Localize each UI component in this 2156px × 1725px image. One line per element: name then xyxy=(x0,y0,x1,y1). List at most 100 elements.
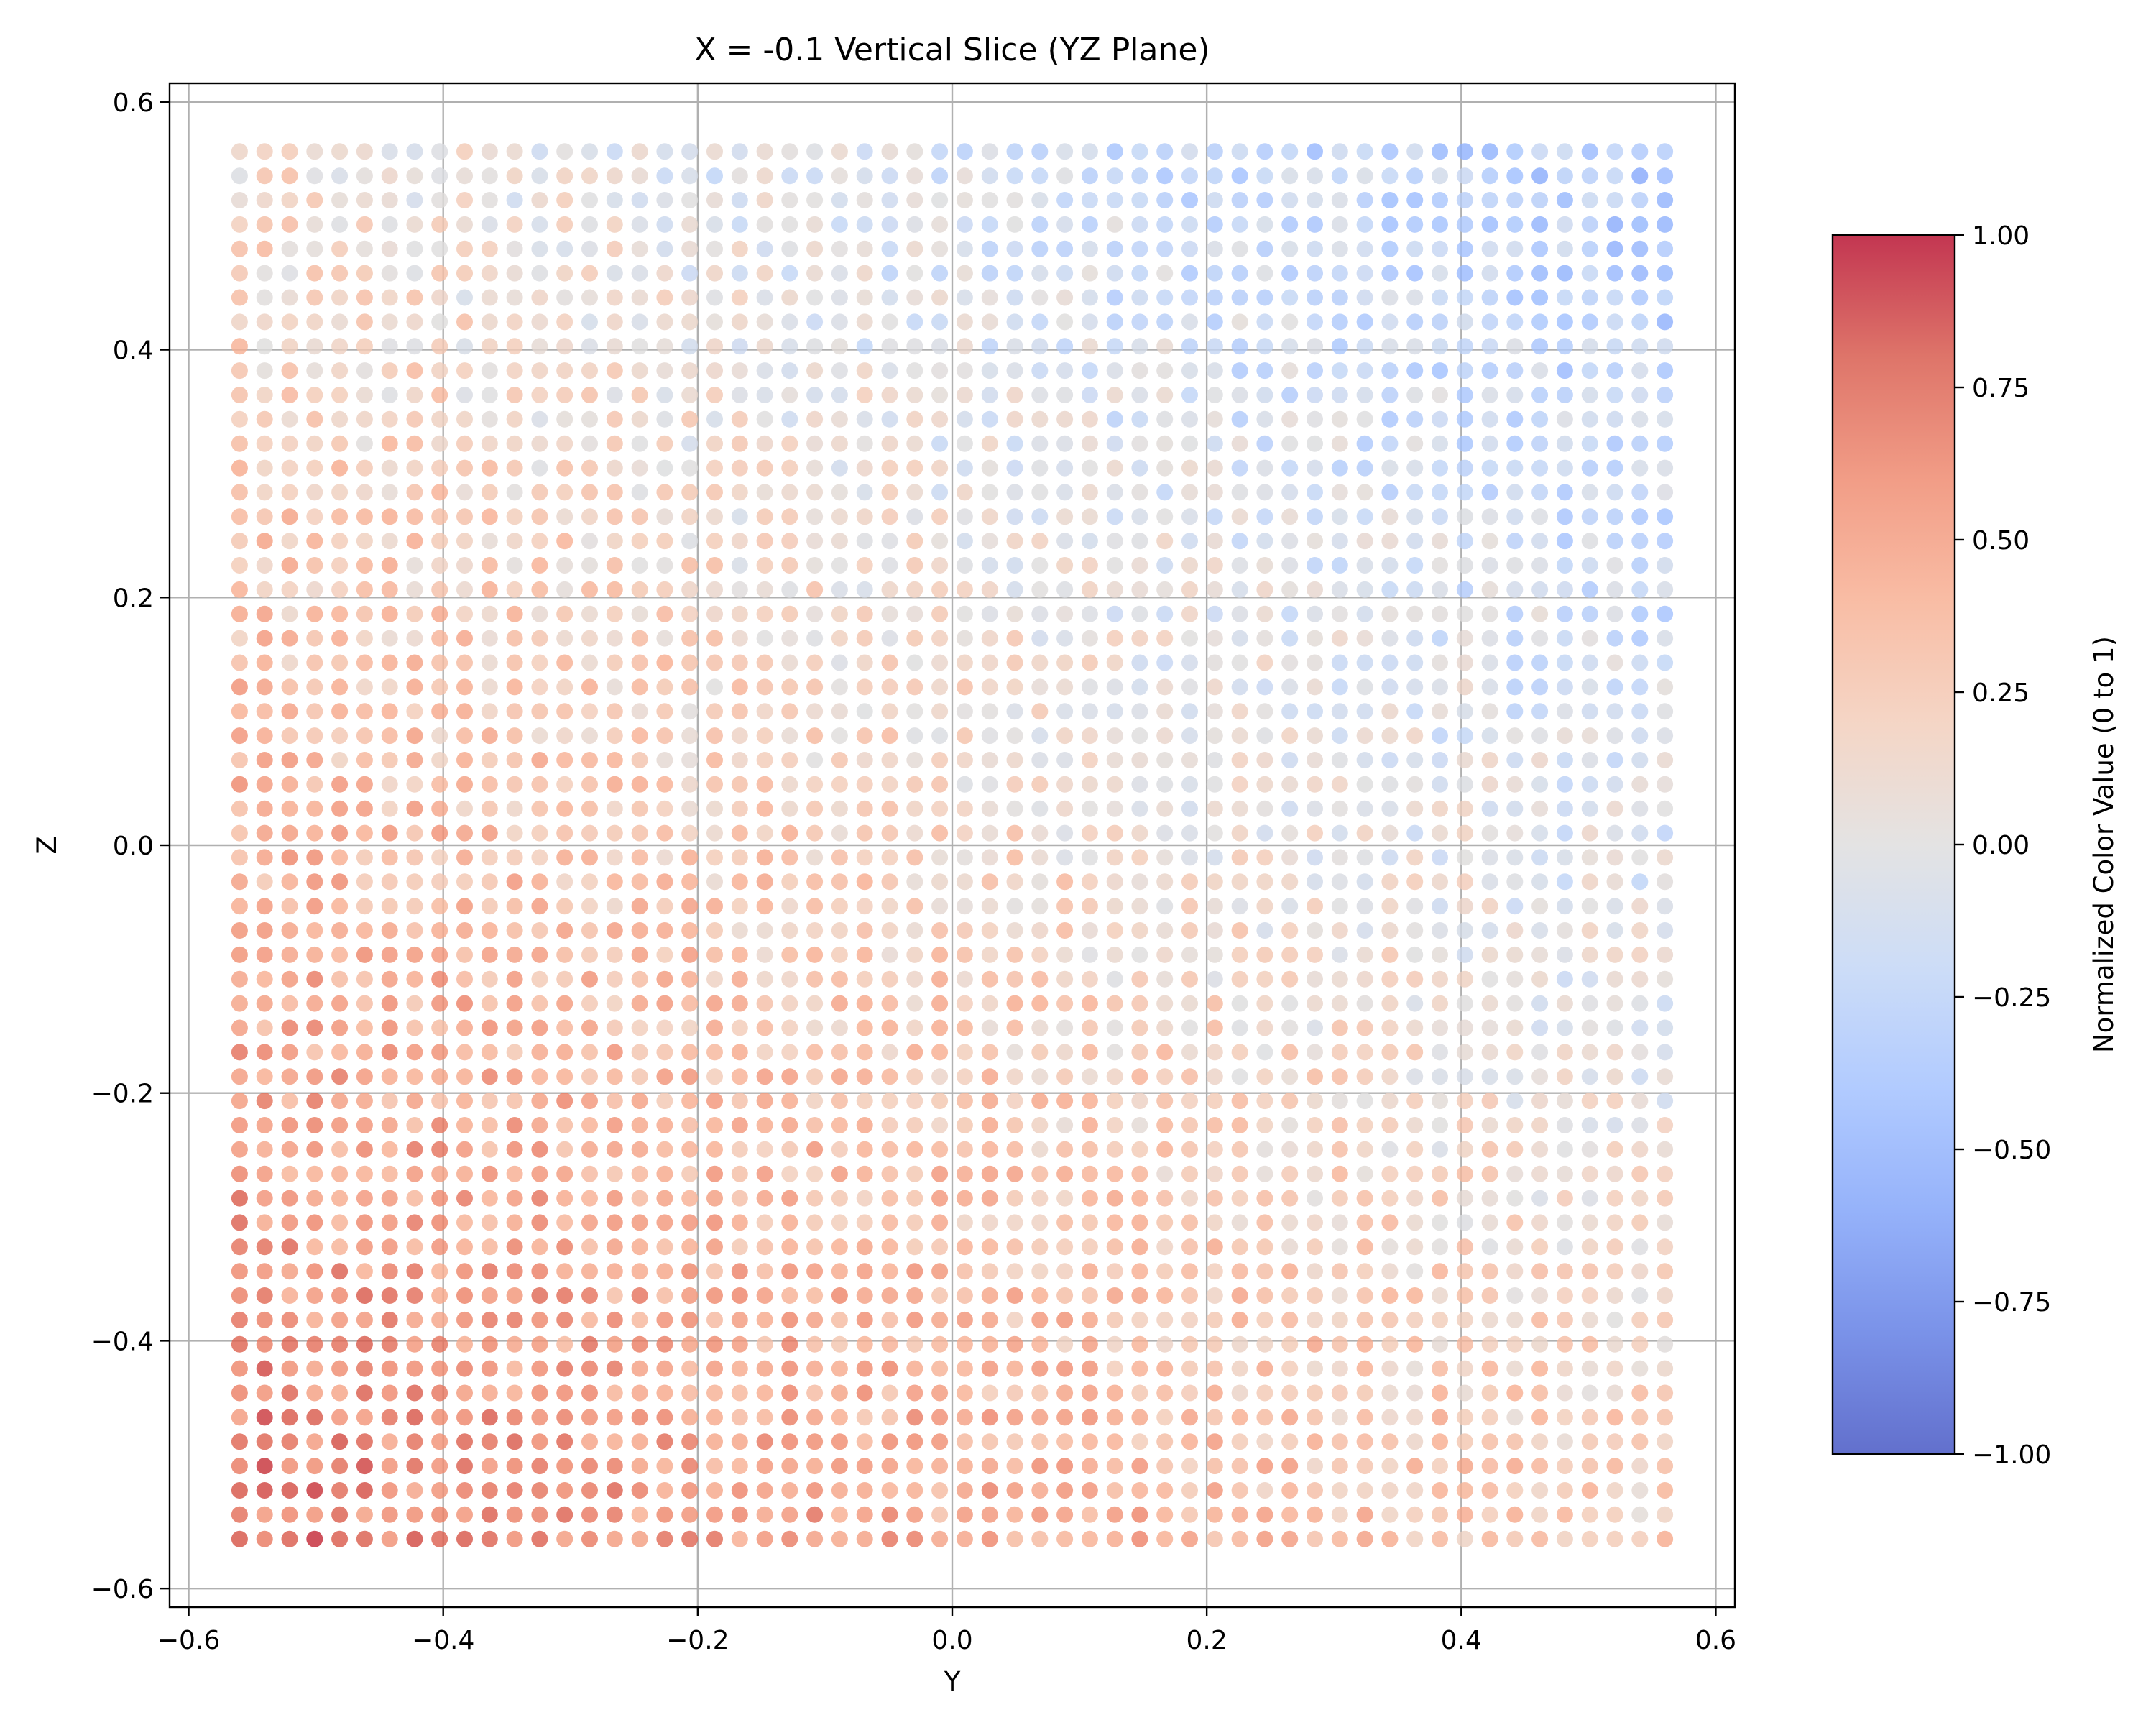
scatter-point xyxy=(1356,605,1373,622)
scatter-point xyxy=(1156,752,1174,768)
scatter-point xyxy=(556,849,573,866)
scatter-point xyxy=(1356,362,1373,380)
scatter-point xyxy=(556,143,573,160)
scatter-point xyxy=(856,1214,873,1231)
scatter-point xyxy=(281,313,298,331)
scatter-point xyxy=(856,289,873,306)
scatter-point xyxy=(1631,192,1649,208)
scatter-point xyxy=(681,678,699,696)
scatter-point xyxy=(881,264,898,282)
scatter-point xyxy=(1081,167,1098,185)
scatter-point xyxy=(231,995,248,1012)
scatter-point xyxy=(1106,1068,1123,1085)
scatter-point xyxy=(1256,605,1273,622)
scatter-point xyxy=(856,1506,873,1523)
scatter-point xyxy=(1031,824,1049,842)
scatter-point xyxy=(1156,410,1174,428)
scatter-point xyxy=(1331,1238,1348,1256)
scatter-point xyxy=(956,289,973,306)
scatter-point xyxy=(1356,1287,1373,1304)
scatter-point xyxy=(1106,752,1123,768)
scatter-point xyxy=(981,776,998,793)
scatter-point xyxy=(956,1360,973,1377)
scatter-point xyxy=(981,1117,998,1133)
scatter-point xyxy=(431,995,448,1012)
scatter-point xyxy=(931,654,949,671)
scatter-point xyxy=(1006,216,1023,233)
scatter-point xyxy=(1606,824,1623,842)
scatter-point xyxy=(1631,1458,1649,1475)
scatter-point xyxy=(1356,1190,1373,1207)
scatter-point xyxy=(506,216,523,233)
scatter-point xyxy=(1256,1068,1273,1085)
scatter-point xyxy=(1006,898,1023,915)
scatter-point xyxy=(381,849,398,866)
scatter-point xyxy=(581,410,598,428)
scatter-point xyxy=(956,995,973,1012)
scatter-point xyxy=(556,1458,573,1475)
scatter-point xyxy=(1081,800,1098,817)
scatter-point xyxy=(1606,1360,1623,1377)
scatter-point xyxy=(881,508,898,525)
scatter-point xyxy=(1006,776,1023,793)
scatter-point xyxy=(1556,459,1573,477)
x-axis-ticks: −0.6 −0.4 −0.2 0.0 0.2 0.4 0.6 xyxy=(157,1607,1736,1655)
scatter-point xyxy=(781,1530,798,1547)
scatter-point xyxy=(1256,484,1273,501)
scatter-point xyxy=(231,387,248,403)
scatter-point xyxy=(531,338,548,355)
scatter-point xyxy=(331,752,349,768)
scatter-point xyxy=(1181,264,1198,282)
scatter-point xyxy=(481,1263,498,1280)
scatter-point xyxy=(1631,1117,1649,1133)
scatter-point xyxy=(456,1530,473,1547)
scatter-point xyxy=(1381,703,1399,720)
scatter-point xyxy=(1206,630,1223,647)
scatter-point xyxy=(1456,338,1473,355)
scatter-point xyxy=(756,605,773,622)
scatter-point xyxy=(256,1530,273,1547)
scatter-point xyxy=(431,1068,448,1085)
scatter-point xyxy=(1156,1190,1174,1207)
scatter-point xyxy=(1556,313,1573,331)
scatter-point xyxy=(656,338,673,355)
scatter-point xyxy=(756,557,773,574)
scatter-point xyxy=(906,824,923,842)
scatter-point xyxy=(1156,1165,1174,1182)
scatter-point xyxy=(706,1433,723,1450)
scatter-point xyxy=(1406,1335,1424,1353)
scatter-point xyxy=(1331,289,1348,306)
scatter-point xyxy=(231,1092,248,1110)
scatter-point xyxy=(256,508,273,525)
scatter-point xyxy=(731,508,748,525)
scatter-point xyxy=(806,727,824,745)
scatter-point xyxy=(606,970,623,988)
scatter-point xyxy=(981,1092,998,1110)
scatter-point xyxy=(1506,970,1524,988)
scatter-point xyxy=(431,1019,448,1036)
scatter-point xyxy=(731,752,748,768)
scatter-point xyxy=(706,508,723,525)
scatter-point xyxy=(1181,387,1198,403)
scatter-point xyxy=(281,484,298,501)
scatter-point xyxy=(1606,1433,1623,1450)
scatter-point xyxy=(1657,264,1674,282)
scatter-point xyxy=(1657,800,1674,817)
scatter-point xyxy=(1556,435,1573,452)
scatter-point xyxy=(681,1506,699,1523)
scatter-point xyxy=(656,313,673,331)
scatter-point xyxy=(1631,1165,1649,1182)
scatter-point xyxy=(1131,605,1148,622)
scatter-point xyxy=(1556,1141,1573,1158)
scatter-point xyxy=(231,654,248,671)
scatter-point xyxy=(1256,240,1273,257)
scatter-point xyxy=(1506,167,1524,185)
scatter-point xyxy=(356,410,373,428)
scatter-point xyxy=(581,1214,598,1231)
scatter-point xyxy=(556,508,573,525)
scatter-point xyxy=(281,1019,298,1036)
scatter-point xyxy=(381,1165,398,1182)
scatter-point xyxy=(1331,1044,1348,1061)
scatter-point xyxy=(1281,1068,1299,1085)
scatter-point xyxy=(1606,776,1623,793)
